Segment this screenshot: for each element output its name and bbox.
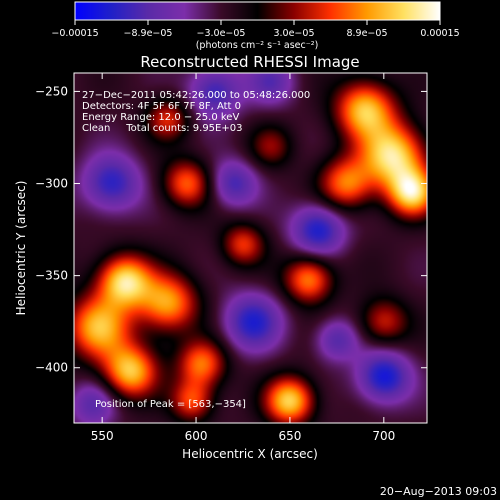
y-axis-label: Heliocentric Y (arcsec) (14, 181, 28, 316)
y-tick-label: −400 (35, 361, 68, 375)
annotation-total-counts: Clean Total counts: 9.95E+03 (82, 123, 242, 134)
footer-timestamp: 20−Aug−2013 09:03 (380, 485, 497, 498)
plot-frame (73, 72, 428, 424)
colorbar-tick-label: −8.9e−05 (124, 28, 173, 39)
annotation-detectors: Detectors: 4F 5F 6F 7F 8F, Att 0 (82, 101, 241, 112)
y-tick-label: −300 (35, 177, 68, 191)
x-tick-label: 700 (372, 429, 395, 443)
annotation-energy-range: Energy Range: 12.0 − 25.0 keV (82, 112, 239, 123)
colorbar-tick-label: 0.00015 (420, 28, 459, 39)
annotation-time-range: 27−Dec−2011 05:42:26.000 to 05:48:26.000 (82, 90, 310, 101)
colorbar-tick-label: −0.00015 (51, 28, 98, 39)
y-tick-label: −350 (35, 269, 68, 283)
colorbar-ticks: −0.00015 −8.9e−05 −3.0e−05 3.0e−05 8.9e−05 0.… (51, 20, 460, 39)
colorbar-tick-label: −3.0e−05 (197, 28, 246, 39)
axis-ticks: 550 600 650 700 −250 −300 −350 −400 (35, 73, 427, 443)
annotation-peak-position: Position of Peak = [563,−354] (95, 399, 246, 410)
colorbar-tick-label: 8.9e−05 (346, 28, 387, 39)
x-tick-label: 550 (91, 429, 114, 443)
heatmap-image (74, 73, 427, 423)
y-tick-label: −250 (35, 84, 68, 98)
x-tick-label: 650 (278, 429, 301, 443)
colorbar-units-label: (photons cm⁻² s⁻¹ asec⁻²) (196, 40, 319, 51)
colorbar (74, 1, 441, 21)
chart-title: Reconstructed RHESSI Image (140, 53, 359, 71)
colorbar-tick-label: 3.0e−05 (273, 28, 314, 39)
x-tick-label: 600 (185, 429, 208, 443)
x-axis-label: Heliocentric X (arcsec) (182, 447, 318, 461)
